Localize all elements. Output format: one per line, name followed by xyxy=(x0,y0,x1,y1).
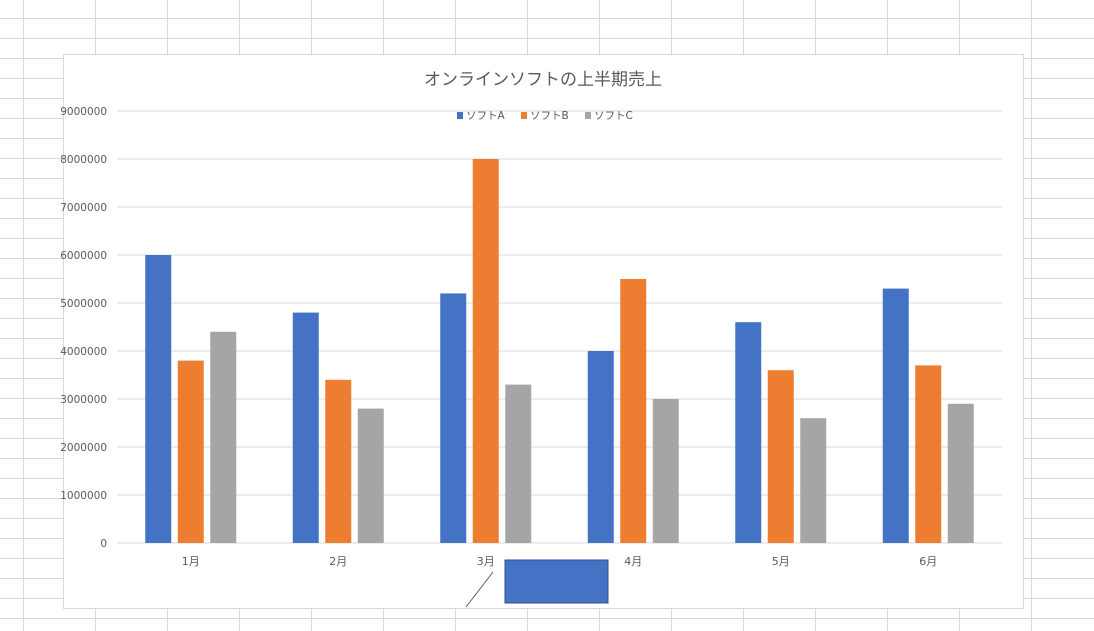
legend-swatch xyxy=(521,112,527,119)
bar-1-3[interactable] xyxy=(440,293,467,543)
bar-2-4[interactable] xyxy=(620,279,647,543)
x-tick-label: 3月 xyxy=(477,555,495,568)
y-tick-label: 3000000 xyxy=(60,394,107,406)
bar-1-2[interactable] xyxy=(292,312,319,543)
bar-1-6[interactable] xyxy=(882,288,909,543)
legend-swatch xyxy=(457,112,463,119)
legend: ソフトA ソフトB ソフトC xyxy=(457,110,633,122)
bar-3-2[interactable] xyxy=(357,408,384,543)
y-axis-ticks: 0 1000000 2000000 3000000 4000000 5000000 6000… xyxy=(60,106,107,550)
x-tick-label: 5月 xyxy=(772,555,790,568)
bars xyxy=(145,159,974,543)
bar-1-4[interactable] xyxy=(587,351,614,543)
bar-2-1[interactable] xyxy=(177,360,204,543)
y-tick-label: 0 xyxy=(100,538,107,550)
legend-label: ソフトB xyxy=(530,110,569,122)
y-tick-label: 9000000 xyxy=(60,106,107,118)
bar-3-1[interactable] xyxy=(210,331,237,543)
bar-3-3[interactable] xyxy=(505,384,532,543)
bar-3-6[interactable] xyxy=(947,403,974,543)
bar-1-1[interactable] xyxy=(145,255,172,543)
bar-2-3[interactable] xyxy=(472,159,499,543)
y-tick-label: 8000000 xyxy=(60,154,107,166)
x-tick-label: 2月 xyxy=(329,555,347,568)
x-tick-label: 6月 xyxy=(919,555,937,568)
bar-2-6[interactable] xyxy=(915,365,942,543)
bar-2-5[interactable] xyxy=(767,370,794,543)
chart-title: オンラインソフトの上半期売上 xyxy=(424,70,662,90)
x-tick-label: 4月 xyxy=(624,555,642,568)
overlay-blue-rectangle[interactable] xyxy=(504,559,609,604)
legend-label: ソフトC xyxy=(594,110,633,122)
y-tick-label: 6000000 xyxy=(60,250,107,262)
bar-1-5[interactable] xyxy=(735,322,762,543)
legend-label: ソフトA xyxy=(466,110,505,122)
x-axis-ticks: 1月 2月 3月 4月 5月 6月 xyxy=(182,555,938,568)
legend-swatch xyxy=(585,112,591,119)
overlay-connector-line[interactable] xyxy=(465,571,494,608)
y-tick-label: 7000000 xyxy=(60,202,107,214)
gridlines xyxy=(117,110,1002,544)
y-tick-label: 4000000 xyxy=(60,346,107,358)
y-tick-label: 5000000 xyxy=(60,298,107,310)
bar-3-4[interactable] xyxy=(652,399,679,543)
x-tick-label: 1月 xyxy=(182,555,200,568)
bar-3-5[interactable] xyxy=(800,418,827,543)
bar-2-2[interactable] xyxy=(325,379,352,543)
y-tick-label: 1000000 xyxy=(60,490,107,502)
y-tick-label: 2000000 xyxy=(60,442,107,454)
